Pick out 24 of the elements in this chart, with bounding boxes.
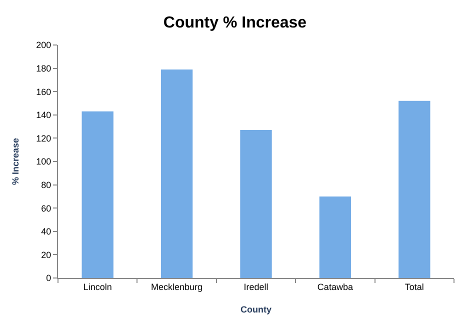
x-tick-label: Total [404,282,424,292]
chart-title: County % Increase [163,14,307,32]
bar [82,111,114,278]
y-tick-label: 200 [36,40,52,50]
x-tick-label: Iredell [244,282,268,292]
y-tick-label: 160 [36,86,52,97]
y-tick-label: 40 [41,226,52,237]
bar [160,69,193,278]
y-tick-label: 20 [41,250,52,260]
x-axis-title: County [240,304,272,315]
y-tick-label: 0 [46,273,52,284]
y-tick-label: 180 [36,63,52,74]
y-tick-label: 100 [36,156,52,167]
y-tick-label: 120 [36,133,52,144]
bar [319,196,352,278]
x-tick-label: Lincoln [83,282,112,292]
x-tick-label: Mecklenburg [151,282,203,292]
y-tick-label: 80 [41,180,52,190]
y-tick-label: 140 [36,110,52,120]
x-tick-label: Catawba [317,282,353,292]
y-tick-label: 60 [41,203,52,214]
bar [398,100,430,278]
bar [240,130,272,278]
y-axis-title: % Increase [10,138,21,186]
